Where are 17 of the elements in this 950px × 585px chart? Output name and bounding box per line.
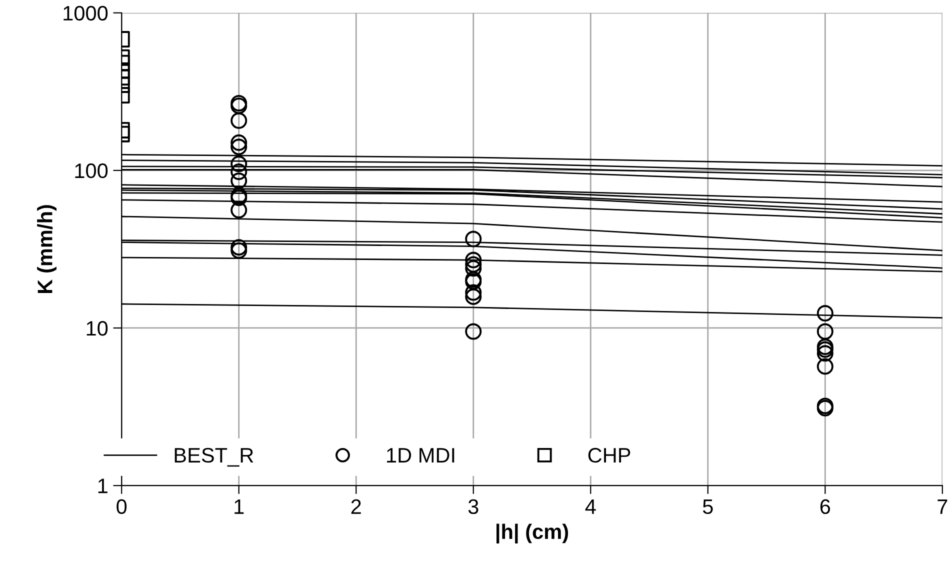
y-tick-label: 10 [86,320,108,336]
legend-label: CHP [588,448,630,463]
y-tick-label: 1000 [64,6,108,21]
x-tick-label: 5 [702,500,713,514]
y-axis-title: K (mm/h) [37,205,57,293]
legend-label: BEST_R [174,448,254,467]
x-tick-label: 0 [116,499,127,514]
y-tick-label: 1 [98,478,108,494]
x-tick-label: 3 [468,499,478,514]
x-tick-label: 7 [938,500,948,514]
x-tick-label: 6 [820,499,830,514]
y-tick-label: 100 [75,163,108,178]
x-tick-label: 1 [234,500,244,514]
x-tick-label: 2 [351,499,361,514]
legend-label: 1D MDI [387,448,454,462]
x-tick-label: 4 [585,500,596,514]
x-axis-title: |h| (cm) [496,524,568,544]
